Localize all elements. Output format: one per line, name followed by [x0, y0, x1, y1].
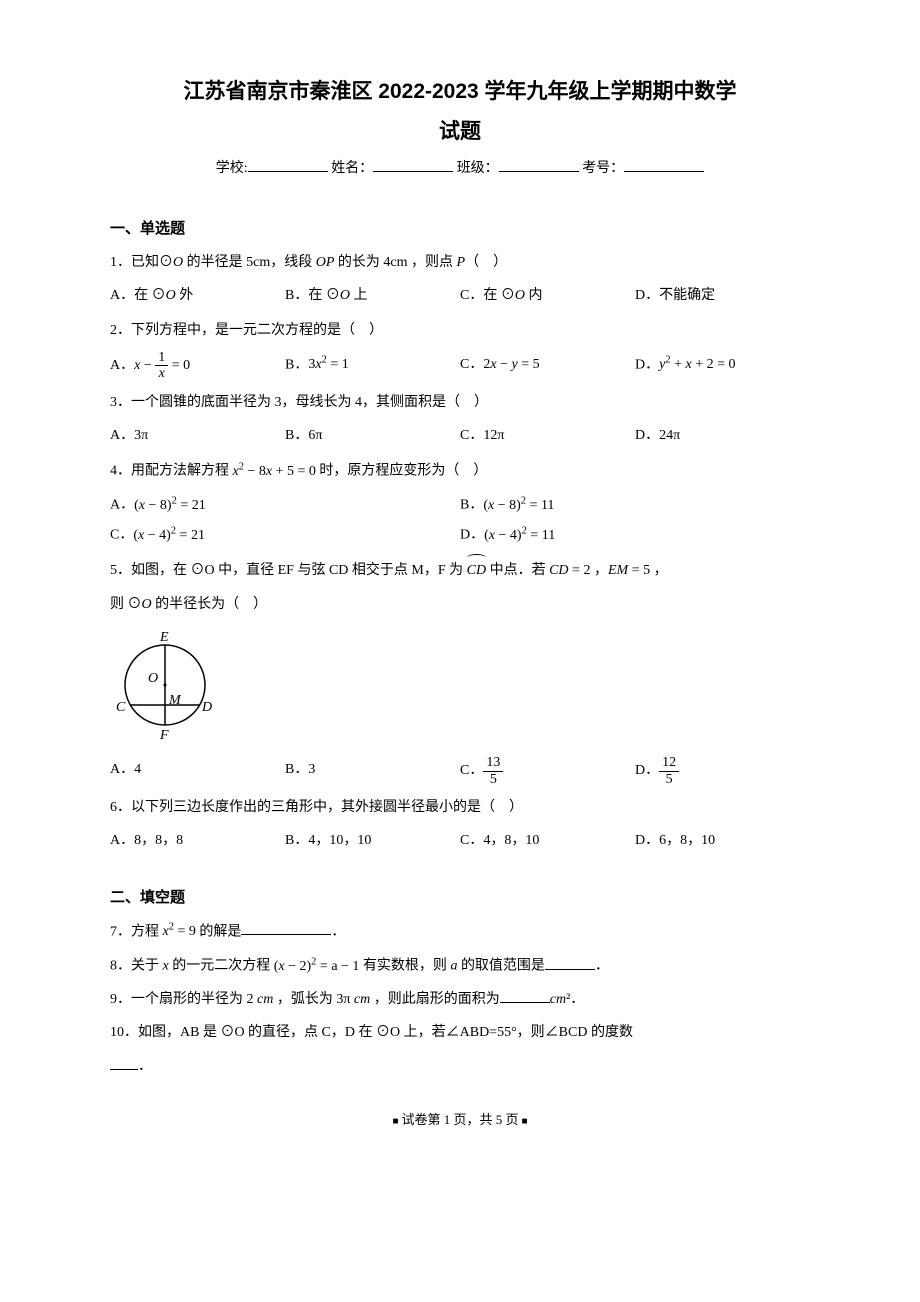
q7-blank: [241, 922, 331, 936]
q6-D: D．6，8，10: [635, 826, 810, 855]
svg-text:C: C: [116, 700, 126, 715]
svg-text:F: F: [159, 728, 169, 742]
q3-stem: 3．一个圆锥的底面半径为 3，母线长为 4，其侧面积是（ ）: [110, 388, 810, 417]
q1-B: B．在 ⊙O 上: [285, 281, 460, 310]
page-left-icon: ■: [392, 1116, 398, 1127]
q5-A: A．4: [110, 755, 285, 787]
svg-text:O: O: [148, 671, 158, 686]
svg-text:M: M: [168, 693, 182, 708]
q5-stem-2: 则 ⊙O 的半径长为（ ）: [110, 590, 810, 619]
q4-stem: 4．用配方法解方程 x2 − 8x + 5 = 0 时，原方程应变形为（ ）: [110, 456, 810, 486]
q2-C: C．2x − y = 5: [460, 350, 635, 382]
q7: 7．方程 x2 = 9 的解是．: [110, 917, 810, 947]
q10-line2: ．: [110, 1052, 810, 1081]
school-blank: [248, 157, 328, 172]
student-info-line: 学校: 姓名： 班级： 考号：: [110, 157, 810, 177]
q3-D: D．24π: [635, 421, 810, 450]
svg-text:D: D: [201, 700, 212, 715]
q5-part2: 中点．若 CD = 2 ，EM = 5 ，: [490, 563, 668, 578]
examno-label: 考号：: [582, 161, 624, 176]
q10-blank: [110, 1056, 138, 1070]
q4-D: D．(x − 4)2 = 11: [460, 520, 810, 550]
q5-C: C．135: [460, 755, 635, 787]
page-right-icon: ■: [522, 1116, 528, 1127]
name-label: 姓名：: [331, 161, 373, 176]
q6-C: C．4，8，10: [460, 826, 635, 855]
q1-text: 1．已知⊙O 的半径是 5cm，线段 OP 的长为 4cm ，则点 P（ ）: [110, 255, 507, 270]
section-1-title: 一、单选题: [110, 217, 810, 238]
q4-A: A．(x − 8)2 = 21: [110, 490, 460, 520]
q2-choices: A．x − 1x = 0 B．3x2 = 1 C．2x − y = 5 D．y2…: [110, 350, 810, 382]
q2-D: D．y2 + x + 2 = 0: [635, 350, 810, 382]
q8: 8．关于 x 的一元二次方程 (x − 2)2 = a − 1 有实数根，则 a…: [110, 951, 810, 981]
q3-B: B．6π: [285, 421, 460, 450]
q5-part1: 5．如图，在 ⊙O 中，直径 EF 与弦 CD 相交于点 M，F 为: [110, 563, 463, 578]
q1-D: D．不能确定: [635, 281, 810, 310]
q2-B: B．3x2 = 1: [285, 350, 460, 382]
q5-arc: CD: [467, 556, 486, 585]
school-label: 学校:: [216, 161, 248, 176]
q10: 10．如图，AB 是 ⊙O 的直径，点 C，D 在 ⊙O 上，若∠ABD=55°…: [110, 1018, 810, 1047]
q3-C: C．12π: [460, 421, 635, 450]
q9: 9．一个扇形的半径为 2 cm ，弧长为 3π cm ，则此扇形的面积为cm²．: [110, 985, 810, 1014]
title-line1: 江苏省南京市秦淮区 2022-2023 学年九年级上学期期中数学: [110, 75, 810, 109]
q2-A: A．x − 1x = 0: [110, 350, 285, 382]
q6-A: A．8，8，8: [110, 826, 285, 855]
q5-D: D．125: [635, 755, 810, 787]
circle-diagram-icon: E O M C D F: [110, 627, 220, 742]
q6-B: B．4，10，10: [285, 826, 460, 855]
q1-C: C．在 ⊙O 内: [460, 281, 635, 310]
class-blank: [499, 157, 579, 172]
name-blank: [373, 157, 453, 172]
svg-text:E: E: [159, 630, 169, 645]
q1-choices: A．在 ⊙O 外 B．在 ⊙O 上 C．在 ⊙O 内 D．不能确定: [110, 281, 810, 310]
q6-choices: A．8，8，8 B．4，10，10 C．4，8，10 D．6，8，10: [110, 826, 810, 855]
q4-B: B．(x − 8)2 = 11: [460, 490, 810, 520]
q5-choices: A．4 B．3 C．135 D．125: [110, 755, 810, 787]
section-2-title: 二、填空题: [110, 886, 810, 907]
q2-A-prefix: A．: [110, 358, 134, 373]
q5-D-num: 12: [659, 755, 679, 771]
q6-stem: 6．以下列三边长度作出的三角形中，其外接圆半径最小的是（ ）: [110, 793, 810, 822]
q1-stem: 1．已知⊙O 的半径是 5cm，线段 OP 的长为 4cm ，则点 P（ ）: [110, 248, 810, 277]
q5-C-prefix: C．: [460, 763, 483, 778]
q4-choices: A．(x − 8)2 = 21 B．(x − 8)2 = 11 C．(x − 4…: [110, 490, 810, 550]
q4-C: C．(x − 4)2 = 21: [110, 520, 460, 550]
q9-blank: [500, 989, 550, 1003]
class-label: 班级：: [457, 161, 499, 176]
q1-A: A．在 ⊙O 外: [110, 281, 285, 310]
q5-C-num: 13: [483, 755, 503, 771]
title-line2: 试题: [110, 115, 810, 145]
q5-D-den: 5: [659, 772, 679, 787]
q5-D-prefix: D．: [635, 763, 659, 778]
q2-stem: 2．下列方程中，是一元二次方程的是（ ）: [110, 316, 810, 345]
page-footer: ■试卷第 1 页，共 5 页■: [110, 1109, 810, 1128]
q3-choices: A．3π B．6π C．12π D．24π: [110, 421, 810, 450]
q3-A: A．3π: [110, 421, 285, 450]
q5-B: B．3: [285, 755, 460, 787]
q5-C-den: 5: [483, 772, 503, 787]
q8-blank: [545, 956, 595, 970]
exam-page: 江苏省南京市秦淮区 2022-2023 学年九年级上学期期中数学 试题 学校: …: [0, 0, 920, 1168]
q5-figure: E O M C D F: [110, 627, 810, 747]
q5-stem-1: 5．如图，在 ⊙O 中，直径 EF 与弦 CD 相交于点 M，F 为 CD 中点…: [110, 556, 810, 585]
examno-blank: [624, 157, 704, 172]
footer-text: 试卷第 1 页，共 5 页: [401, 1112, 518, 1127]
